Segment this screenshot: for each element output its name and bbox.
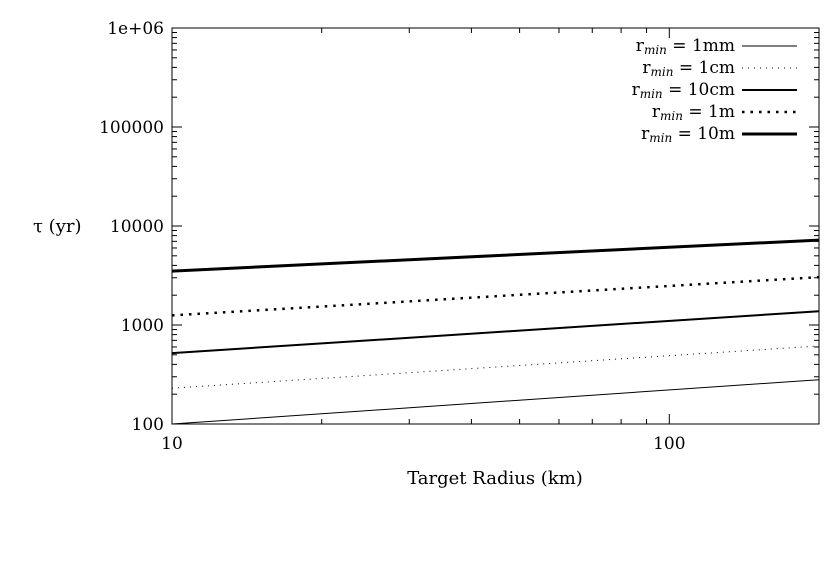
y-tick-label: 1000 <box>121 316 164 336</box>
y-axis-ticks: 100 1000 10000 100000 1e+06 <box>99 19 819 435</box>
y-tick-label: 100 <box>132 415 164 435</box>
series-line-4 <box>171 275 820 317</box>
series-lines <box>171 238 820 425</box>
x-tick-label: 10 <box>161 434 183 454</box>
series-line-2 <box>171 345 820 389</box>
y-axis-label: τ (yr) <box>33 216 82 237</box>
legend-label-5: rmin = 10m <box>641 124 735 145</box>
y-tick-label: 1e+06 <box>107 19 164 39</box>
y-tick-label: 100000 <box>99 118 164 138</box>
legend-label-1: rmin = 1mm <box>636 36 735 57</box>
x-axis-ticks: 10 100 <box>161 28 820 454</box>
legend-label-3: rmin = 10cm <box>632 80 735 101</box>
series-line-3 <box>171 310 820 355</box>
legend-label-2: rmin = 1cm <box>642 58 735 79</box>
x-tick-label: 100 <box>653 434 685 454</box>
x-axis-label: Target Radius (km) <box>407 468 583 489</box>
y-tick-label: 10000 <box>110 217 164 237</box>
legend-label-4: rmin = 1m <box>652 102 735 123</box>
series-line-1 <box>171 379 820 425</box>
series-line-5 <box>171 238 820 273</box>
